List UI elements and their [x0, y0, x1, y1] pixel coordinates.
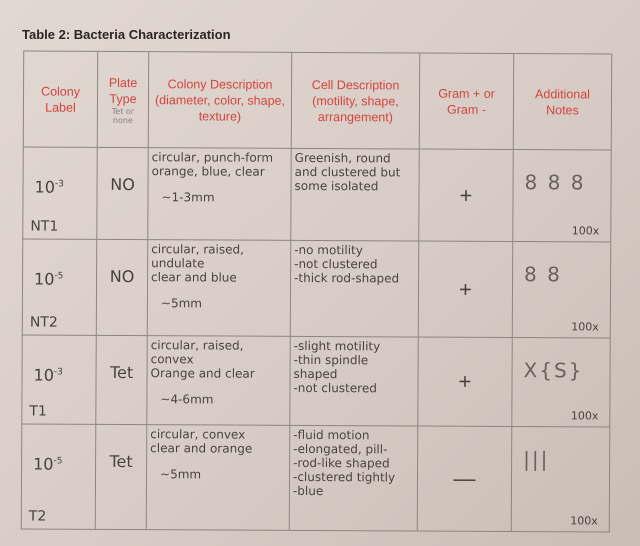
magnification: 100x	[570, 514, 598, 528]
dilution: 10-5	[33, 455, 62, 474]
cell-sketch: X{S}	[523, 358, 584, 383]
notes-cell: 8 8 100x	[512, 241, 611, 339]
colony-line: ~5mm	[160, 296, 203, 311]
plate-type: NO	[96, 239, 148, 336]
dilution-base: 10	[33, 365, 54, 385]
cell-line: Greenish, round and clustered but some i…	[294, 150, 401, 194]
notes-cell: X{S} 100x	[511, 337, 611, 428]
dilution-exponent: -5	[53, 456, 63, 467]
gram-result: +	[417, 337, 513, 427]
colony-code: T2	[28, 508, 47, 525]
magnification: 100x	[570, 409, 599, 423]
cell-line: -elongated, pill-	[293, 441, 388, 457]
dilution: 10-3	[34, 178, 63, 197]
colony-description: circular, raised, convex Orange and clear…	[146, 335, 291, 426]
colony-description: circular, convex clear and orange ~5mm	[146, 424, 290, 531]
header-colony-description: Colony Description (diameter, color, sha…	[148, 51, 292, 149]
gram-result: +	[418, 149, 514, 242]
gram-result: +	[418, 241, 513, 338]
colony-line: circular, convex	[150, 427, 246, 442]
colony-line: orange, blue, clear	[151, 164, 265, 179]
colony-label-cell: 10-5 T2	[21, 423, 96, 530]
header-cell-description: Cell Description (motility, shape, arran…	[291, 52, 420, 150]
cell-line: -blue	[292, 483, 324, 499]
header-colony-label: Colony Label	[23, 50, 98, 148]
cell-line: -thin spindle shaped	[293, 352, 369, 382]
colony-line: circular, raised, undulate	[151, 242, 245, 271]
notes-cell: ||| 100x	[511, 426, 610, 533]
plate-type: NO	[96, 147, 149, 240]
colony-description: circular, raised, undulate clear and blue…	[147, 239, 291, 337]
colony-description: circular, punch-form orange, blue, clear ~…	[147, 147, 292, 241]
cell-description: -fluid motion -elongated, pill- -rod-like …	[289, 425, 418, 532]
table-row: 10-3 NT1 NO circular, punch-form orange, …	[22, 146, 612, 243]
colony-line: circular, punch-form	[151, 150, 274, 165]
colony-line: clear and blue	[151, 270, 237, 285]
header-row: Colony Label Plate Type Tet or none Colon…	[23, 50, 612, 151]
dilution-exponent: -3	[53, 367, 63, 378]
magnification: 100x	[571, 224, 600, 238]
gram-result: —	[417, 426, 512, 532]
colony-line: ~1-3mm	[161, 190, 215, 205]
dilution-base: 10	[33, 454, 54, 474]
cell-description: -slight motility -thin spindle shaped -not…	[289, 336, 419, 427]
header-plate-type-label: Plate Type	[108, 75, 138, 106]
cell-line: -rod-like shaped	[293, 455, 390, 471]
cell-line: -clustered tightly	[292, 469, 396, 485]
cell-description: Greenish, round and clustered but some i…	[290, 148, 420, 242]
cell-sketch: |||	[523, 447, 550, 472]
dilution-exponent: -3	[54, 179, 64, 190]
bacteria-table: Colony Label Plate Type Tet or none Colon…	[21, 50, 613, 533]
cell-line: -not clustered	[293, 380, 377, 396]
colony-line: ~5mm	[160, 467, 202, 482]
dilution: 10-3	[34, 366, 63, 385]
header-plate-type: Plate Type Tet or none	[97, 51, 149, 148]
colony-code: T1	[29, 403, 47, 420]
table-row: 10-5 T2 Tet circular, convex clear and or…	[21, 423, 610, 533]
colony-code: NT2	[29, 314, 58, 331]
notes-cell: 8 8 8 100x	[512, 149, 612, 243]
cell-line: -no motility	[294, 242, 363, 258]
cell-line: -not clustered	[294, 256, 378, 272]
cell-description: -no motility -not clustered -thick rod-sha…	[290, 240, 419, 338]
colony-label-cell: 10-3 T1	[21, 334, 97, 425]
magnification: 100x	[571, 320, 599, 334]
header-gram: Gram + or Gram -	[419, 53, 514, 150]
colony-line: clear and orange	[150, 441, 253, 456]
plate-type: Tet	[95, 335, 148, 425]
cell-line: -thick rod-shaped	[294, 270, 400, 286]
colony-label-cell: 10-5 NT2	[22, 238, 97, 336]
colony-line: Orange and clear	[150, 366, 255, 381]
table-row: 10-3 T1 Tet circular, raised, convex Oran…	[21, 334, 611, 428]
colony-label-cell: 10-3 NT1	[22, 146, 98, 240]
cell-sketch: 8 8	[524, 262, 562, 287]
cell-line: -slight motility	[293, 338, 381, 354]
dilution-base: 10	[34, 177, 55, 197]
dilution-exponent: -5	[54, 271, 64, 282]
cell-sketch: 8 8 8	[524, 170, 586, 195]
plate-type-note: Tet or none	[111, 106, 135, 125]
colony-code: NT1	[30, 218, 59, 235]
table-row: 10-5 NT2 NO circular, raised, undulate cl…	[22, 238, 611, 339]
dilution-base: 10	[34, 269, 55, 289]
cell-line: -fluid motion	[293, 427, 370, 443]
header-notes: Additional Notes	[513, 53, 612, 151]
plate-type: Tet	[95, 424, 147, 530]
colony-line: ~4-6mm	[160, 392, 214, 407]
dilution: 10-5	[34, 270, 63, 289]
table-title: Table 2: Bacteria Characterization	[22, 27, 231, 42]
colony-line: circular, raised, convex	[150, 338, 244, 367]
